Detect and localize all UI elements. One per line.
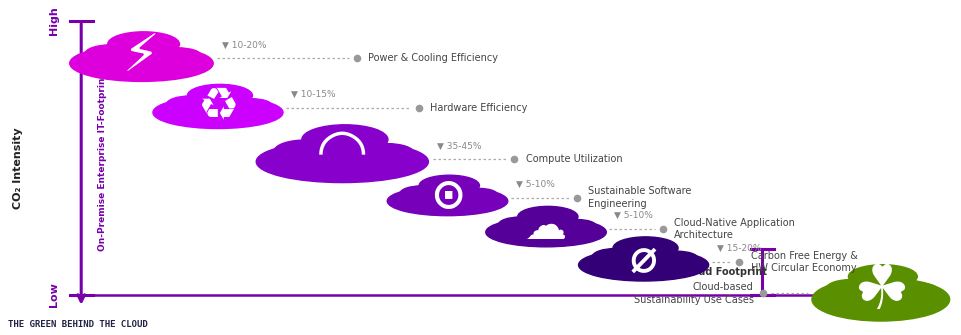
Ellipse shape (578, 249, 708, 281)
Ellipse shape (811, 278, 949, 321)
Text: ♻: ♻ (197, 84, 238, 129)
Circle shape (166, 96, 214, 113)
Circle shape (517, 206, 578, 227)
Text: ⌀: ⌀ (629, 237, 657, 282)
Text: ▼ 10-15%: ▼ 10-15% (291, 90, 335, 99)
Text: Low: Low (49, 282, 60, 307)
Circle shape (848, 265, 917, 288)
Ellipse shape (256, 141, 428, 183)
Text: Carbon Free Energy &
HW Circular Economy: Carbon Free Energy & HW Circular Economy (750, 251, 856, 273)
Circle shape (612, 237, 678, 259)
Text: Cloud-based
Sustainability Use Cases: Cloud-based Sustainability Use Cases (633, 282, 752, 305)
Circle shape (85, 45, 137, 63)
Text: On-Premise Enterprise IT-Footprint: On-Premise Enterprise IT-Footprint (98, 73, 107, 251)
Circle shape (359, 144, 413, 162)
Text: ◠: ◠ (319, 125, 365, 184)
Text: Power & Cooling Efficiency: Power & Cooling Efficiency (368, 53, 498, 63)
Text: Hardware Efficiency: Hardware Efficiency (430, 103, 528, 113)
Circle shape (232, 99, 272, 113)
Text: ▼ 5-10%: ▼ 5-10% (613, 211, 653, 220)
Circle shape (302, 125, 387, 154)
Circle shape (108, 32, 180, 56)
Ellipse shape (69, 45, 213, 81)
Circle shape (187, 84, 252, 107)
Text: Compute Utilization: Compute Utilization (526, 154, 622, 164)
Circle shape (498, 217, 542, 232)
Text: THE GREEN BEHIND THE CLOUD: THE GREEN BEHIND THE CLOUD (8, 320, 147, 329)
Text: ☁: ☁ (525, 206, 567, 248)
Text: ▼ 10-20%: ▼ 10-20% (221, 41, 266, 50)
Circle shape (400, 186, 444, 201)
Text: ☘: ☘ (852, 262, 908, 322)
Text: CO₂ Intensity: CO₂ Intensity (13, 127, 23, 209)
Text: Sustainable Software
Engineering: Sustainable Software Engineering (587, 186, 691, 209)
Circle shape (558, 219, 596, 232)
Circle shape (274, 140, 337, 162)
Circle shape (419, 175, 479, 196)
Text: ▼ 15-20%: ▼ 15-20% (716, 244, 760, 253)
Circle shape (157, 48, 201, 63)
Ellipse shape (153, 96, 283, 129)
Ellipse shape (387, 186, 507, 216)
Circle shape (459, 188, 497, 201)
Circle shape (656, 251, 697, 265)
Text: Cloud Footprint: Cloud Footprint (680, 267, 766, 277)
Text: ▼ 35-45%: ▼ 35-45% (437, 142, 481, 151)
Circle shape (592, 249, 640, 265)
Circle shape (895, 283, 937, 297)
Text: ⚡: ⚡ (123, 32, 160, 82)
Text: Cloud-Native Application
Architecture: Cloud-Native Application Architecture (674, 217, 794, 240)
Text: High: High (49, 6, 60, 35)
Text: ▼ 5-10%: ▼ 5-10% (515, 180, 554, 189)
Circle shape (825, 279, 876, 297)
Text: ⊙: ⊙ (430, 175, 465, 217)
Ellipse shape (485, 217, 605, 247)
